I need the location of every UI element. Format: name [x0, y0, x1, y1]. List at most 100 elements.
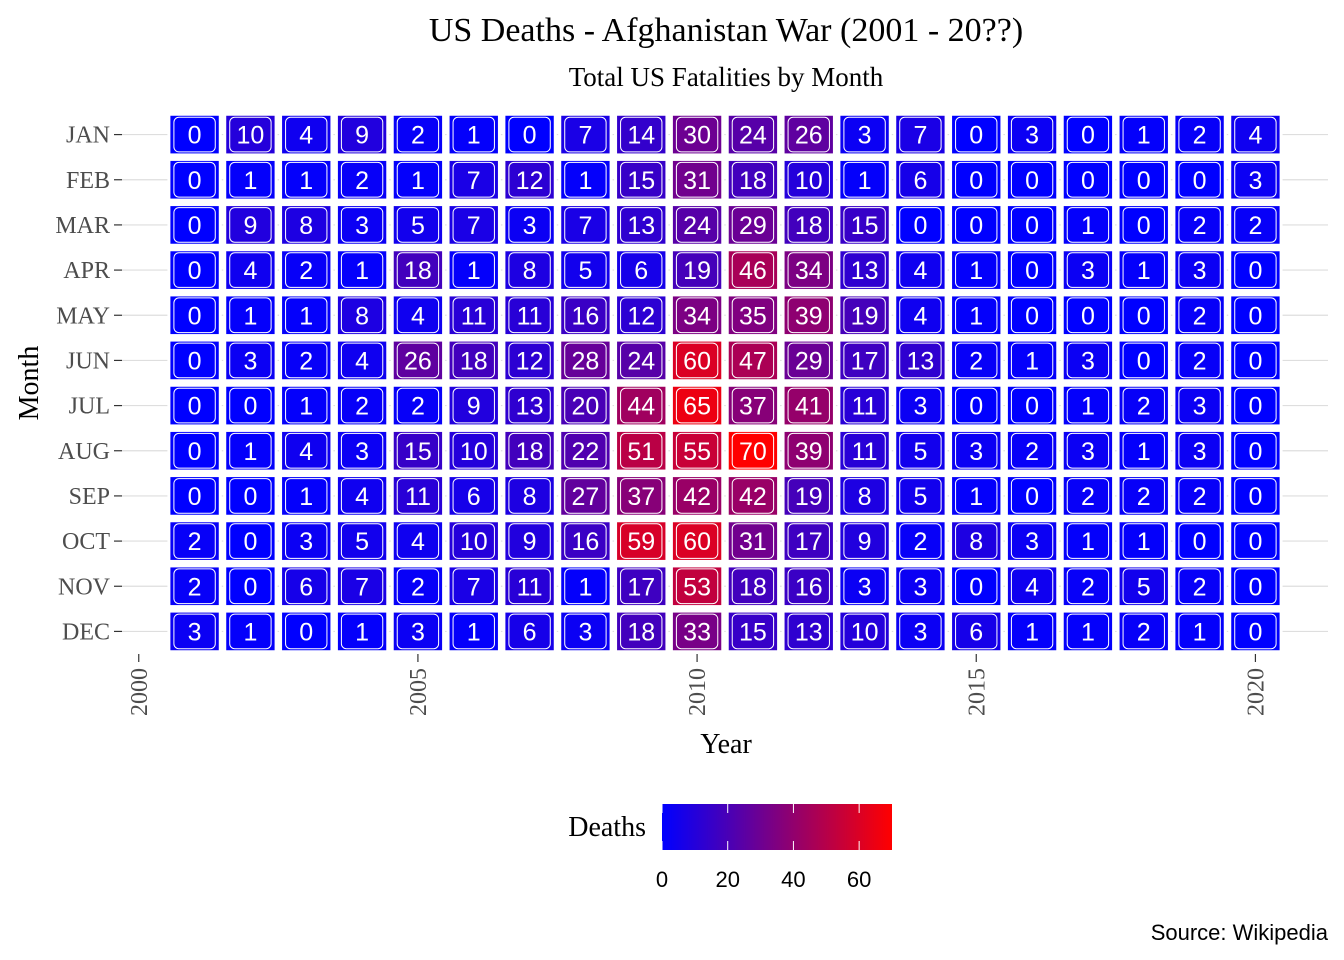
cell-value-label: 29: [795, 347, 823, 375]
cell-label-box: [1234, 523, 1277, 559]
cell-value-label: 60: [683, 347, 711, 375]
y-tick-label: MAY: [56, 303, 110, 329]
cell-label-box: [396, 116, 440, 153]
legend-tick-label: 60: [847, 867, 871, 892]
heatmap-cell: [390, 248, 446, 292]
y-tick-label: DEC: [62, 619, 110, 645]
cell-label-box: [955, 207, 998, 243]
cell-value-label: 18: [739, 167, 767, 195]
heatmap-cell: [1116, 609, 1171, 654]
cell-value-label: 1: [355, 257, 369, 285]
heatmap-cell: [614, 157, 669, 202]
heatmap-cell: [334, 112, 390, 157]
cell-label-box: [731, 207, 775, 243]
heatmap-cell: [1004, 383, 1060, 428]
cell-value-label: 12: [516, 347, 544, 375]
heatmap-cell: [279, 474, 334, 518]
heatmap-cell: [1172, 428, 1227, 473]
cell-label-box: [620, 387, 663, 424]
heatmap-cell: [446, 293, 501, 338]
cell-value-label: 0: [1137, 212, 1151, 240]
cell-value-label: 2: [355, 393, 369, 421]
cell-value-label: 1: [1137, 528, 1151, 556]
cell-value-label: 0: [188, 347, 202, 375]
heatmap-cell: [390, 338, 446, 383]
cell-value-label: 24: [683, 212, 711, 240]
heatmap-cell: [725, 338, 781, 383]
cell-label-box: [843, 523, 886, 559]
cell-label-box: [396, 161, 440, 198]
cell-label-box: [396, 432, 440, 469]
cell-label-box: [899, 297, 942, 334]
heatmap-cell: [502, 519, 557, 563]
cell-value-label: 1: [299, 393, 313, 421]
cell-value-label: 11: [852, 393, 878, 421]
cell-label-box: [1010, 161, 1054, 198]
cell-value-label: 3: [1081, 257, 1095, 285]
cell-value-label: 16: [572, 528, 600, 556]
cell-label-box: [173, 297, 216, 334]
heatmap-cell: [279, 338, 334, 383]
cell-value-label: 2: [1193, 302, 1207, 330]
cell-label-box: [1122, 568, 1165, 605]
cell-value-label: 3: [355, 438, 369, 466]
cell-label-box: [452, 613, 495, 650]
cell-label-box: [1234, 297, 1277, 334]
heatmap-cell: [334, 293, 390, 338]
heatmap-cell: [1228, 474, 1283, 518]
heatmap-cell: [1060, 248, 1116, 292]
cell-label-box: [787, 613, 830, 650]
cell-label-box: [340, 387, 384, 424]
cell-label-box: [564, 613, 607, 650]
cell-label-box: [229, 613, 272, 650]
heatmap-cell: [949, 474, 1004, 518]
heatmap-cell: [1004, 519, 1060, 563]
heatmap-cell: [669, 474, 725, 518]
y-tick-label: APR: [63, 258, 110, 284]
cell-value-label: 2: [1193, 122, 1207, 150]
y-axis: JAN FEB MAR APR MAY JUN JUL AUG SEP OCT NOV DEC: [55, 123, 122, 645]
cell-value-label: 2: [1081, 483, 1095, 511]
cell-value-label: 1: [858, 167, 872, 195]
heatmap-cell: [279, 293, 334, 338]
cell-label-box: [955, 613, 998, 650]
cell-label-box: [620, 432, 663, 469]
cell-label-box: [396, 342, 440, 379]
cell-value-label: 33: [683, 618, 711, 646]
chart-subtitle: Total US Fatalities by Month: [569, 62, 884, 92]
cell-label-box: [452, 297, 495, 334]
cell-label-box: [1122, 252, 1165, 288]
heatmap-cell: [334, 383, 390, 428]
heatmap-cell: [446, 338, 501, 383]
cell-label-box: [1010, 568, 1054, 605]
cell-label-box: [508, 523, 551, 559]
heatmap-cell: [1116, 519, 1171, 563]
cell-label-box: [899, 478, 942, 514]
cell-label-box: [955, 161, 998, 198]
cell-label-box: [1234, 478, 1277, 514]
heatmap-cell: [725, 564, 781, 609]
heatmap-cells: [167, 112, 1283, 654]
color-legend: Deaths 0 20 40 60: [568, 804, 892, 892]
cell-value-label: 1: [243, 618, 257, 646]
cell-label-box: [1010, 297, 1054, 334]
cell-label-box: [452, 478, 495, 514]
heatmap-cell: [1116, 383, 1171, 428]
cell-label-box: [285, 478, 328, 514]
heatmap-cell: [223, 564, 278, 609]
x-tick-label: 2010: [685, 668, 711, 716]
heatmap-cell: [781, 383, 836, 428]
heatmap-cell: [1060, 609, 1116, 654]
heatmap-cell: [781, 157, 836, 202]
heatmap-cell: [279, 428, 334, 473]
heatmap-cell: [1172, 609, 1227, 654]
cell-label-box: [1234, 161, 1277, 198]
cell-value-label: 60: [683, 528, 711, 556]
heatmap-cell: [949, 519, 1004, 563]
heatmap-cell: [614, 248, 669, 292]
cell-label-box: [899, 613, 942, 650]
cell-value-label: 26: [404, 347, 432, 375]
cell-value-label: 7: [467, 167, 481, 195]
heatmap-cell: [1172, 157, 1227, 202]
cell-value-label: 37: [627, 483, 655, 511]
